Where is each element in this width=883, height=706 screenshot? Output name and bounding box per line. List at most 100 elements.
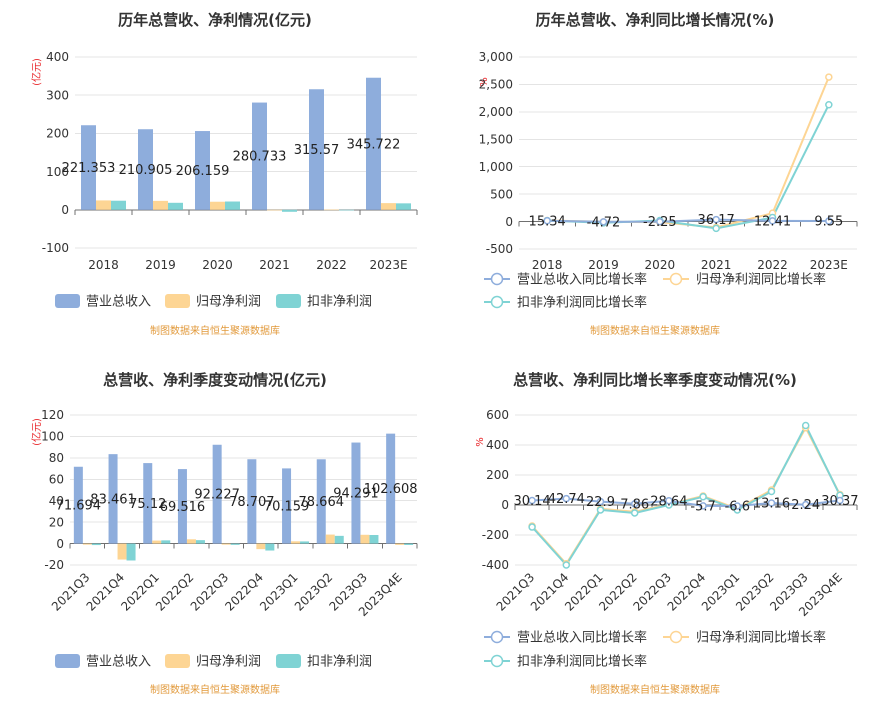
data-label: 7.86 <box>620 497 649 512</box>
point-marker <box>699 493 707 501</box>
legend-label: 营业总收入同比增长率 <box>517 630 647 646</box>
y-tick-label: 80 <box>49 451 64 465</box>
legend-swatch <box>55 294 80 308</box>
data-label: 30.37 <box>821 494 858 509</box>
data-label: 28.64 <box>650 494 687 509</box>
point-marker <box>596 506 605 514</box>
legend-label: 扣非净利润 <box>307 655 372 670</box>
bar-deducted-net-profit <box>91 543 101 546</box>
data-label: 36.17 <box>698 213 735 228</box>
bar-net-profit <box>256 543 266 550</box>
data-label: 83.461 <box>90 492 136 507</box>
data-label: 22.9 <box>586 495 615 510</box>
y-tick-label: 400 <box>46 50 69 64</box>
bar-net-profit <box>82 543 92 545</box>
legend-item-revenue[interactable]: 营业总收入 <box>55 294 151 310</box>
legend-item-net-profit[interactable]: 归母净利润同比增长率 <box>663 630 826 646</box>
legend-label: 扣非净利润同比增长率 <box>517 654 647 670</box>
data-label: 345.722 <box>347 137 401 152</box>
series-deducted-net-profit <box>111 200 411 212</box>
legend-item-net-profit[interactable]: 归母净利润同比增长率 <box>663 272 826 288</box>
bar-deducted-net-profit <box>168 202 183 210</box>
bar-revenue <box>316 459 326 544</box>
bar-deducted-net-profit <box>195 540 205 544</box>
x-tick-label: 2020 <box>645 258 676 272</box>
legend-swatch <box>165 294 190 308</box>
data-label: 315.57 <box>294 143 340 158</box>
point-marker <box>562 561 571 569</box>
x-tick-label: 2022 <box>757 258 788 272</box>
series-net-profit <box>96 200 396 211</box>
legend-label: 归母净利润 <box>196 295 261 310</box>
legend-item-revenue[interactable]: 营业总收入同比增长率 <box>484 630 647 646</box>
y-tick-label: 300 <box>46 88 69 102</box>
data-label: 206.159 <box>176 164 230 179</box>
series-revenue <box>73 433 396 544</box>
source-note: 制图数据来自恒生聚源数据库 <box>150 324 280 337</box>
legend-item-net-profit[interactable]: 归母净利润 <box>165 294 261 310</box>
point-marker <box>528 523 536 531</box>
bar-deducted-net-profit <box>225 201 240 210</box>
point-marker <box>825 73 833 81</box>
point-marker <box>630 509 639 517</box>
y-tick-label: 20 <box>49 515 64 529</box>
y-tick-label: 400 <box>486 438 509 452</box>
plot-area <box>73 433 414 561</box>
y-tick-label: 0 <box>505 215 513 229</box>
chart-title: 历年总营收、净利情况(亿元) <box>118 11 312 29</box>
chart-title: 历年总营收、净利同比增长情况(%) <box>536 11 775 29</box>
data-label: -4.72 <box>587 215 621 230</box>
legend-item-deducted-net-profit[interactable]: 扣非净利润同比增长率 <box>484 654 647 670</box>
y-tick-label: 100 <box>41 430 64 444</box>
point-marker <box>665 496 673 505</box>
data-label: -6.6 <box>725 500 750 515</box>
bar-net-profit <box>152 540 162 544</box>
legend-marker <box>490 272 504 286</box>
point-marker <box>801 421 810 430</box>
x-tick-label: 2023E <box>810 258 848 272</box>
y-tick-label: 200 <box>46 127 69 141</box>
x-tick-label: 2018 <box>88 258 119 272</box>
legend-item-deducted-net-profit[interactable]: 扣非净利润同比增长率 <box>484 295 647 311</box>
legend-item-revenue[interactable]: 营业总收入同比增长率 <box>484 272 647 288</box>
data-label: 280.733 <box>233 150 287 165</box>
y-tick-label: 600 <box>486 408 509 422</box>
markers-revenue-growth <box>528 494 844 510</box>
point-marker <box>768 217 777 225</box>
y-tick-label: 0 <box>501 498 509 512</box>
chart-4: 总营收、净利同比增长率季度变动情况(%)% -400 -200 0 200 400 600 2… <box>475 371 859 696</box>
bar-revenue <box>73 466 83 544</box>
bar-revenue <box>252 102 267 210</box>
bar-deducted-net-profit <box>300 541 310 544</box>
legend-item-deducted-net-profit[interactable]: 扣非净利润 <box>276 654 372 670</box>
markers-deducted-net-profit-growth <box>528 421 844 569</box>
x-tick-label: 2019 <box>145 258 176 272</box>
x-tick-label: 2021 <box>259 258 290 272</box>
y-tick-label: 100 <box>46 165 69 179</box>
bar-net-profit <box>267 209 282 211</box>
legend-swatch <box>276 654 301 668</box>
chart-title: 总营收、净利同比增长率季度变动情况(%) <box>513 371 797 389</box>
legend-item-revenue[interactable]: 营业总收入 <box>55 654 151 670</box>
legend-item-deducted-net-profit[interactable]: 扣非净利润 <box>276 294 372 310</box>
point-marker <box>656 217 664 226</box>
data-labels: 15.34 -4.72 -2.25 36.17 12.41 9.55 <box>529 213 844 230</box>
y-axis-unit-label: % <box>479 77 490 87</box>
y-tick-label: 120 <box>41 408 64 422</box>
data-label: 94.291 <box>333 487 379 502</box>
source-note: 制图数据来自恒生聚源数据库 <box>590 324 720 337</box>
x-axis-labels: 2021Q32021Q42022Q12022Q22022Q32022Q42023… <box>49 570 405 619</box>
data-label: 210.905 <box>119 163 173 178</box>
data-label: 42.74 <box>548 492 585 507</box>
legend: 营业总收入 归母净利润 扣非净利润 <box>55 654 372 670</box>
x-tick-label: 2019 <box>588 258 619 272</box>
y-axis-unit-label: (亿元) <box>30 58 43 86</box>
x-axis-labels: 2018 2019 2020 2021 2022 2023E <box>532 258 848 272</box>
data-label: 15.34 <box>529 214 566 229</box>
y-axis: -400 -200 0 200 400 600 <box>482 408 857 572</box>
point-marker <box>712 224 720 233</box>
legend-item-net-profit[interactable]: 归母净利润 <box>165 654 261 670</box>
legend-marker <box>669 272 683 286</box>
